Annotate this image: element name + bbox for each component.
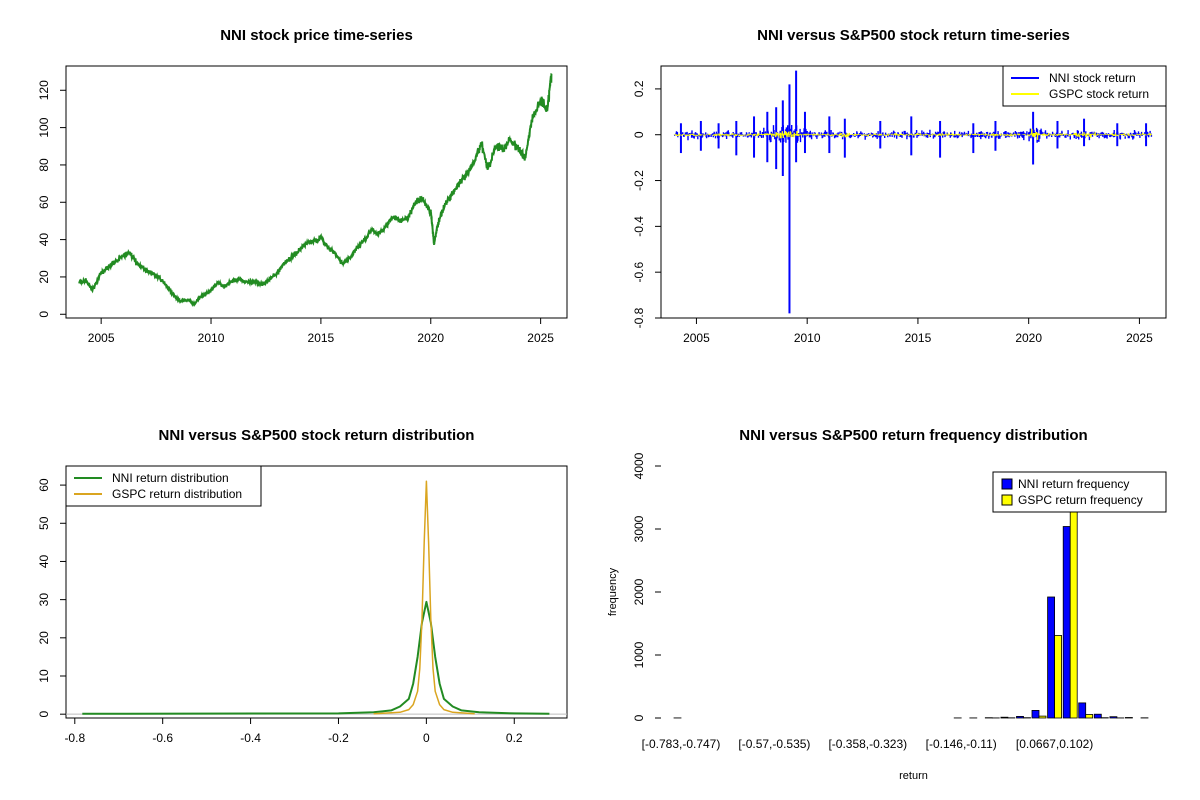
x-tick-label: -0.4 [240,731,261,745]
x-tick-label: -0.8 [64,731,85,745]
legend-box [65,465,262,507]
legend-box [992,471,1167,513]
chart-title: NNI versus S&P500 return frequency distr… [739,427,1087,444]
y-tick-label: -0.4 [632,216,646,237]
x-tick-label: 2025 [527,331,554,345]
x-tick-label: -0.6 [152,731,173,745]
chart-title: NNI versus S&P500 stock return time-seri… [757,27,1070,44]
y-tick-label: 60 [37,478,51,492]
x-category-label: [-0.146,-0.11) [926,737,997,751]
x-tick-label: 2020 [417,331,444,345]
legend-label: NNI return distribution [112,471,229,485]
legend-swatch [1001,478,1013,490]
y-tick-label: 100 [37,117,51,137]
y-tick-label: 30 [37,593,51,607]
gspc-bar [1038,715,1047,719]
x-tick-label: 2010 [794,331,821,345]
nni-bar [1062,526,1071,719]
y-tick-label: 40 [37,233,51,247]
gspc-bar [1085,714,1094,719]
y-tick-label: 50 [37,516,51,530]
panel-return-series: NNI versus S&P500 stock return time-seri… [632,27,1167,345]
y-tick-label: 2000 [632,578,646,605]
y-tick-label: -0.2 [632,170,646,191]
x-tick-label: 2015 [308,331,335,345]
nni-bar [1031,710,1040,719]
panel-price-series: NNI stock price time-series 2005 2010 2015 2… [37,27,568,345]
y-tick-label: 80 [37,158,51,172]
x-tick-label: 2010 [198,331,225,345]
y-tick-label: 40 [37,554,51,568]
nni-bar [1000,716,1009,719]
gspc-density-line [373,480,475,715]
x-category-label: [-0.57,-0.535) [738,737,810,751]
x-category-label: [-0.358,-0.323) [828,737,907,751]
x-category-label: [-0.783,-0.747) [642,737,721,751]
panel-return-distribution: NNI versus S&P500 stock return distribut… [37,427,568,745]
x-tick-label: 2020 [1015,331,1042,345]
x-tick-label: 2005 [88,331,115,345]
y-tick-label: 0.2 [632,80,646,97]
nni-bar [1047,596,1055,719]
y-tick-label: 120 [37,80,51,100]
y-tick-label: 60 [37,195,51,209]
chart-title: NNI versus S&P500 stock return distribut… [159,427,475,444]
nni-bar [1093,713,1102,719]
y-tick-label: 20 [37,631,51,645]
gspc-bar [1054,635,1062,719]
legend-label: GSPC return frequency [1018,493,1143,507]
price-line [78,73,553,308]
x-category-label: [0.0667,0.102) [1016,737,1093,751]
gspc-return-series [673,128,1153,140]
legend-swatch [1001,494,1013,506]
plot-frame [660,65,1167,319]
x-tick-label: 2025 [1126,331,1153,345]
panel-frequency-histogram: NNI versus S&P500 return frequency distr… [607,427,1167,782]
y-tick-label: 0 [37,311,51,318]
y-axis-label: frequency [607,567,619,616]
x-tick-label: 2005 [683,331,710,345]
plot-frame [65,465,568,719]
nni-bar [1109,716,1118,719]
chart-title: NNI stock price time-series [220,27,413,44]
legend-label: NNI return frequency [1018,477,1129,491]
y-tick-label: 20 [37,270,51,284]
y-tick-label: 10 [37,669,51,683]
nni-bar [1125,717,1133,719]
y-tick-label: -0.8 [632,307,646,328]
y-tick-label: 4000 [632,452,646,479]
x-tick-label: -0.2 [328,731,349,745]
legend-label: NNI stock return [1049,71,1136,85]
nni-bar [1016,716,1024,719]
x-tick-label: 0.2 [506,731,523,745]
x-tick-label: 0 [423,731,430,745]
y-tick-label: 0 [632,714,646,721]
y-tick-label: 3000 [632,515,646,542]
legend-box [1002,65,1167,107]
x-tick-label: 2015 [905,331,932,345]
x-axis-label: return [899,770,928,782]
y-tick-label: -0.6 [632,262,646,283]
y-tick-label: 1000 [632,641,646,668]
nni-density-line [82,600,550,715]
nni-return-noise [673,125,1153,143]
plot-frame [65,65,568,319]
y-tick-label: 0 [632,131,646,138]
y-tick-label: 0 [37,711,51,718]
nni-bar [1078,702,1087,719]
legend-label: GSPC return distribution [112,487,242,501]
legend-label: GSPC stock return [1049,87,1149,101]
